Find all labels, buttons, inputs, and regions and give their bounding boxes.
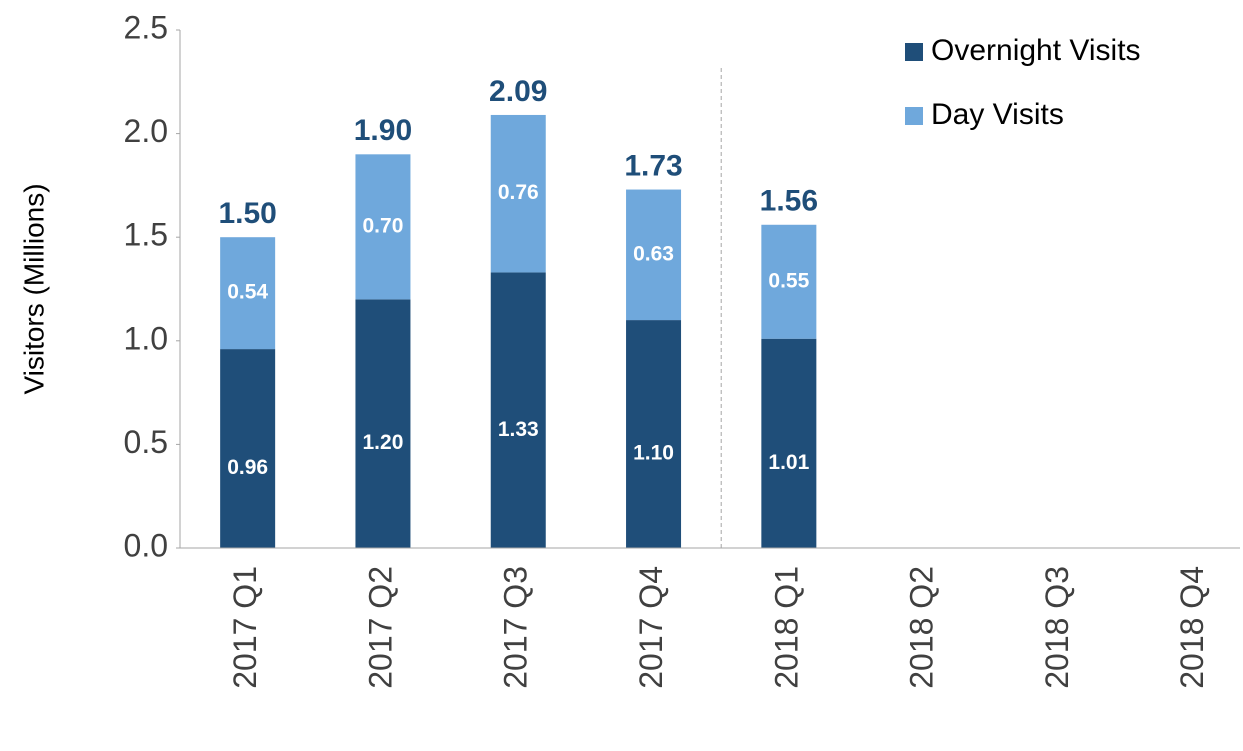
bar-segment	[626, 189, 682, 321]
x-tick-label: 2017 Q3	[498, 566, 534, 689]
bar-segment	[626, 320, 682, 548]
bar-segment	[220, 237, 276, 350]
x-tick-label: 2017 Q1	[227, 566, 263, 689]
bar-segment	[490, 272, 546, 548]
bar-value-label: 1.20	[363, 431, 404, 454]
y-tick-label: 1.5	[124, 217, 168, 253]
bar-segment	[761, 224, 817, 339]
bar-total-label: 2.09	[489, 75, 547, 108]
bar-value-label: 1.33	[498, 418, 539, 441]
y-tick-label: 2.0	[124, 113, 168, 149]
bar-value-label: 0.70	[363, 214, 404, 237]
bar-value-label: 0.76	[498, 181, 539, 204]
bar-segment	[761, 338, 817, 548]
bar-segment	[490, 114, 546, 273]
bar-segment	[220, 349, 276, 548]
x-tick-label: 2018 Q1	[768, 566, 804, 689]
y-tick-label: 2.5	[124, 9, 168, 45]
x-tick-label: 2018 Q2	[904, 566, 940, 689]
legend-swatch	[905, 107, 923, 125]
bar-value-label: 1.01	[768, 451, 809, 474]
bar-segment	[355, 299, 411, 548]
x-tick-label: 2018 Q4	[1174, 566, 1210, 689]
bar-total-label: 1.90	[354, 114, 412, 147]
bar-value-label: 0.63	[633, 242, 674, 265]
y-tick-label: 0.5	[124, 424, 168, 460]
legend-label: Day Visits	[931, 98, 1064, 131]
y-axis-title: Visitors (Millions)	[18, 183, 49, 394]
bar-total-label: 1.56	[760, 185, 818, 218]
bar-value-label: 0.54	[227, 281, 268, 304]
legend-swatch	[905, 43, 923, 61]
bar-value-label: 1.10	[633, 442, 674, 465]
bar-value-label: 0.96	[227, 456, 268, 479]
bar-value-label: 0.55	[768, 269, 809, 292]
bar-total-label: 1.50	[218, 197, 276, 230]
bar-total-label: 1.73	[624, 149, 682, 182]
bar-segment	[355, 154, 411, 300]
x-tick-label: 2018 Q3	[1039, 566, 1075, 689]
legend-label: Overnight Visits	[931, 34, 1141, 67]
y-tick-label: 1.0	[124, 320, 168, 356]
x-tick-label: 2017 Q4	[633, 566, 669, 689]
x-tick-label: 2017 Q2	[362, 566, 398, 689]
y-tick-label: 0.0	[124, 527, 168, 563]
